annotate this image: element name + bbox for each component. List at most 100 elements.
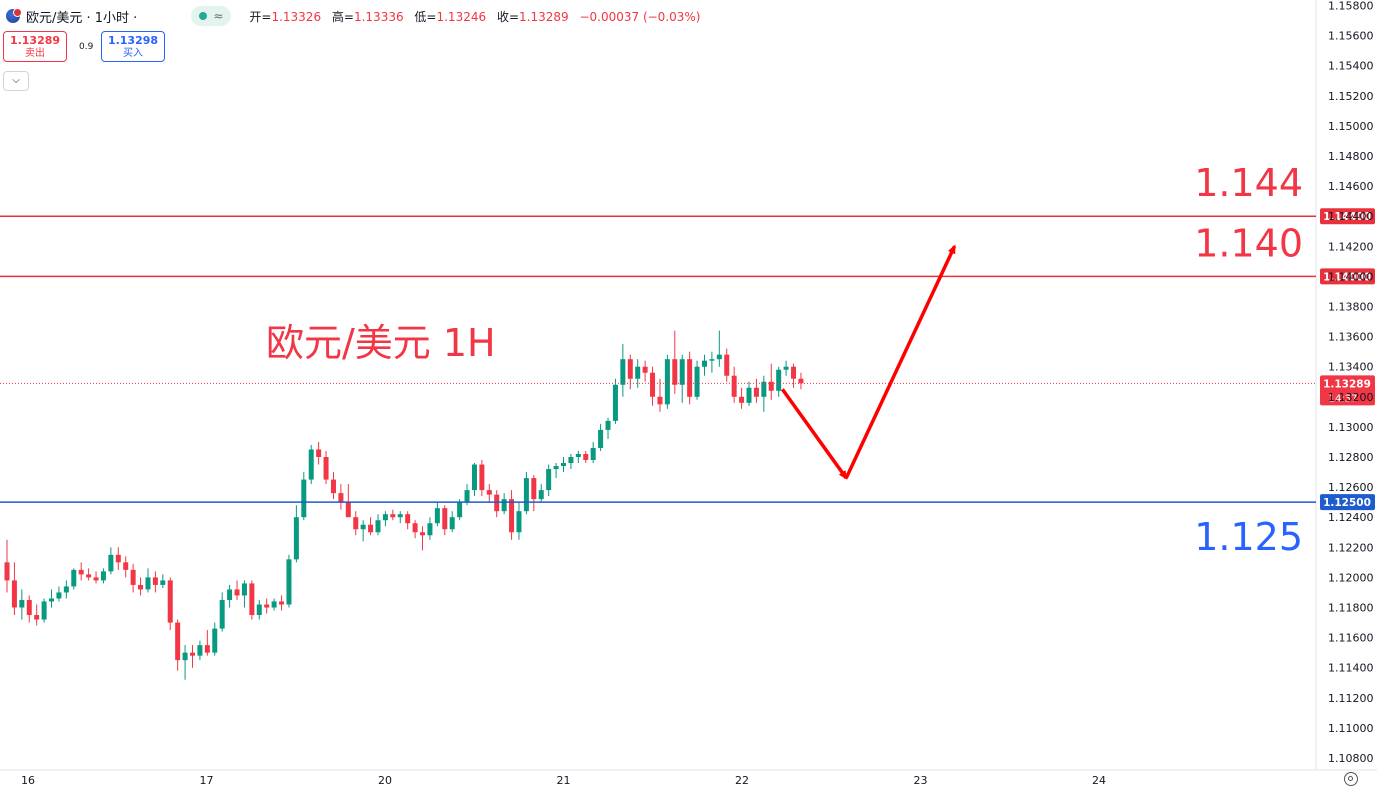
candle-body (761, 381, 767, 397)
candle-body (212, 628, 218, 653)
time-axis[interactable]: 1617202122232427 (21, 774, 1377, 787)
candle-body (627, 359, 633, 379)
level-price-label: 1.144 (1194, 161, 1303, 205)
candle-body (568, 457, 574, 464)
candle-body (49, 598, 55, 602)
time-tick-label: 21 (557, 774, 571, 787)
time-tick-label: 24 (1092, 774, 1106, 787)
candle-body (553, 466, 559, 470)
gear-icon[interactable] (1344, 772, 1358, 786)
price-tick-label: 1.11400 (1328, 662, 1374, 675)
price-tick-label: 1.11800 (1328, 602, 1374, 615)
candle-body (219, 599, 225, 629)
price-tick-label: 1.14000 (1328, 270, 1374, 283)
candle-body (264, 604, 270, 608)
candle-body (375, 520, 381, 533)
candle-body (130, 569, 136, 585)
candle-body (509, 499, 515, 533)
level-price-label: 1.125 (1194, 515, 1303, 559)
candle-body (442, 508, 448, 530)
candle-body (301, 479, 307, 518)
candle-body (41, 601, 47, 620)
level-axis-label: 1.14400 (1323, 211, 1371, 223)
candle-body (316, 449, 322, 457)
chevron-down-icon[interactable]: ⌵ (3, 71, 29, 91)
candle-body (746, 387, 752, 403)
candle-body (138, 584, 144, 590)
candle-body (523, 478, 529, 512)
candle-body (605, 420, 611, 430)
price-tick-label: 1.12800 (1328, 451, 1374, 464)
price-tick-label: 1.12600 (1328, 481, 1374, 494)
symbol-title[interactable]: 欧元/美元 · 1小时 · (26, 10, 138, 26)
candle-body (360, 524, 366, 530)
candle-body (753, 387, 759, 397)
price-tick-label: 1.14600 (1328, 180, 1374, 193)
candle-body (501, 499, 507, 512)
candle-body (19, 599, 25, 608)
time-tick-label: 22 (735, 774, 749, 787)
price-tick-label: 1.13000 (1328, 421, 1374, 434)
level-axis-badge (1320, 268, 1375, 285)
candle-body (427, 523, 433, 536)
sell-button[interactable]: 1.13289 卖出 (3, 31, 67, 62)
candle-body (197, 645, 203, 656)
projection-arrow[interactable] (780, 388, 848, 480)
price-axis[interactable]: 1.10800 1.11000 1.11200 1.11400 1.11600 1.118… (1328, 0, 1374, 765)
candle-body (279, 601, 285, 605)
price-tick-label: 1.14800 (1328, 150, 1374, 163)
open-label: 开= (249, 9, 272, 24)
price-levels: 1.14400 1.144 1.14000 1.140 1.12500 1.125 1.13… (0, 161, 1375, 559)
buy-button[interactable]: 1.13298 买入 (101, 31, 165, 62)
candle-body (486, 490, 492, 495)
candle-body (241, 583, 247, 596)
price-tick-label: 1.14400 (1328, 210, 1374, 223)
candle-body (323, 457, 329, 480)
candle-body (71, 569, 77, 587)
candle-body (434, 508, 440, 524)
candle-body (672, 359, 678, 385)
time-tick-label: 23 (914, 774, 928, 787)
price-tick-label: 1.15000 (1328, 120, 1374, 133)
candle-body (724, 354, 730, 376)
candle-body (353, 517, 359, 530)
close-label: 收= (496, 9, 519, 24)
price-tick-label: 1.13200 (1328, 391, 1374, 404)
price-tick-label: 1.12200 (1328, 541, 1374, 554)
level-axis-badge (1320, 208, 1375, 225)
candle-body (449, 517, 455, 530)
candle-body (56, 592, 62, 599)
projection-arrow[interactable] (844, 244, 957, 479)
candle-body (561, 463, 566, 467)
market-open-dot-icon (199, 12, 208, 20)
candle-body (464, 490, 470, 503)
candle-body (345, 502, 351, 518)
candle-body (4, 562, 10, 581)
price-tick-label: 1.15400 (1328, 60, 1374, 73)
last-price-badge (1320, 375, 1375, 406)
candle-body (11, 580, 17, 608)
market-status-pill[interactable]: ≈ (191, 6, 232, 26)
candle-body (471, 464, 477, 491)
buy-price: 1.13298 (107, 34, 159, 47)
sell-label: 卖出 (25, 48, 45, 59)
candle-body (390, 514, 396, 518)
candle-body (100, 571, 106, 581)
candle-body (123, 562, 129, 570)
candle-body (687, 359, 693, 397)
candle-body (182, 652, 188, 661)
last-price-label: 1.13289 (1323, 378, 1371, 390)
candle-body (701, 360, 707, 367)
candle-body (167, 580, 173, 623)
candle-body (249, 583, 255, 616)
price-tick-label: 1.12400 (1328, 511, 1374, 524)
candle-body (34, 615, 40, 620)
candle-body (234, 589, 240, 596)
candle-body (293, 517, 299, 560)
candle-body (664, 359, 670, 405)
low-label: 低= (414, 9, 437, 24)
candle-body (78, 569, 84, 575)
candle-body (650, 372, 656, 397)
candle-body (108, 554, 114, 572)
